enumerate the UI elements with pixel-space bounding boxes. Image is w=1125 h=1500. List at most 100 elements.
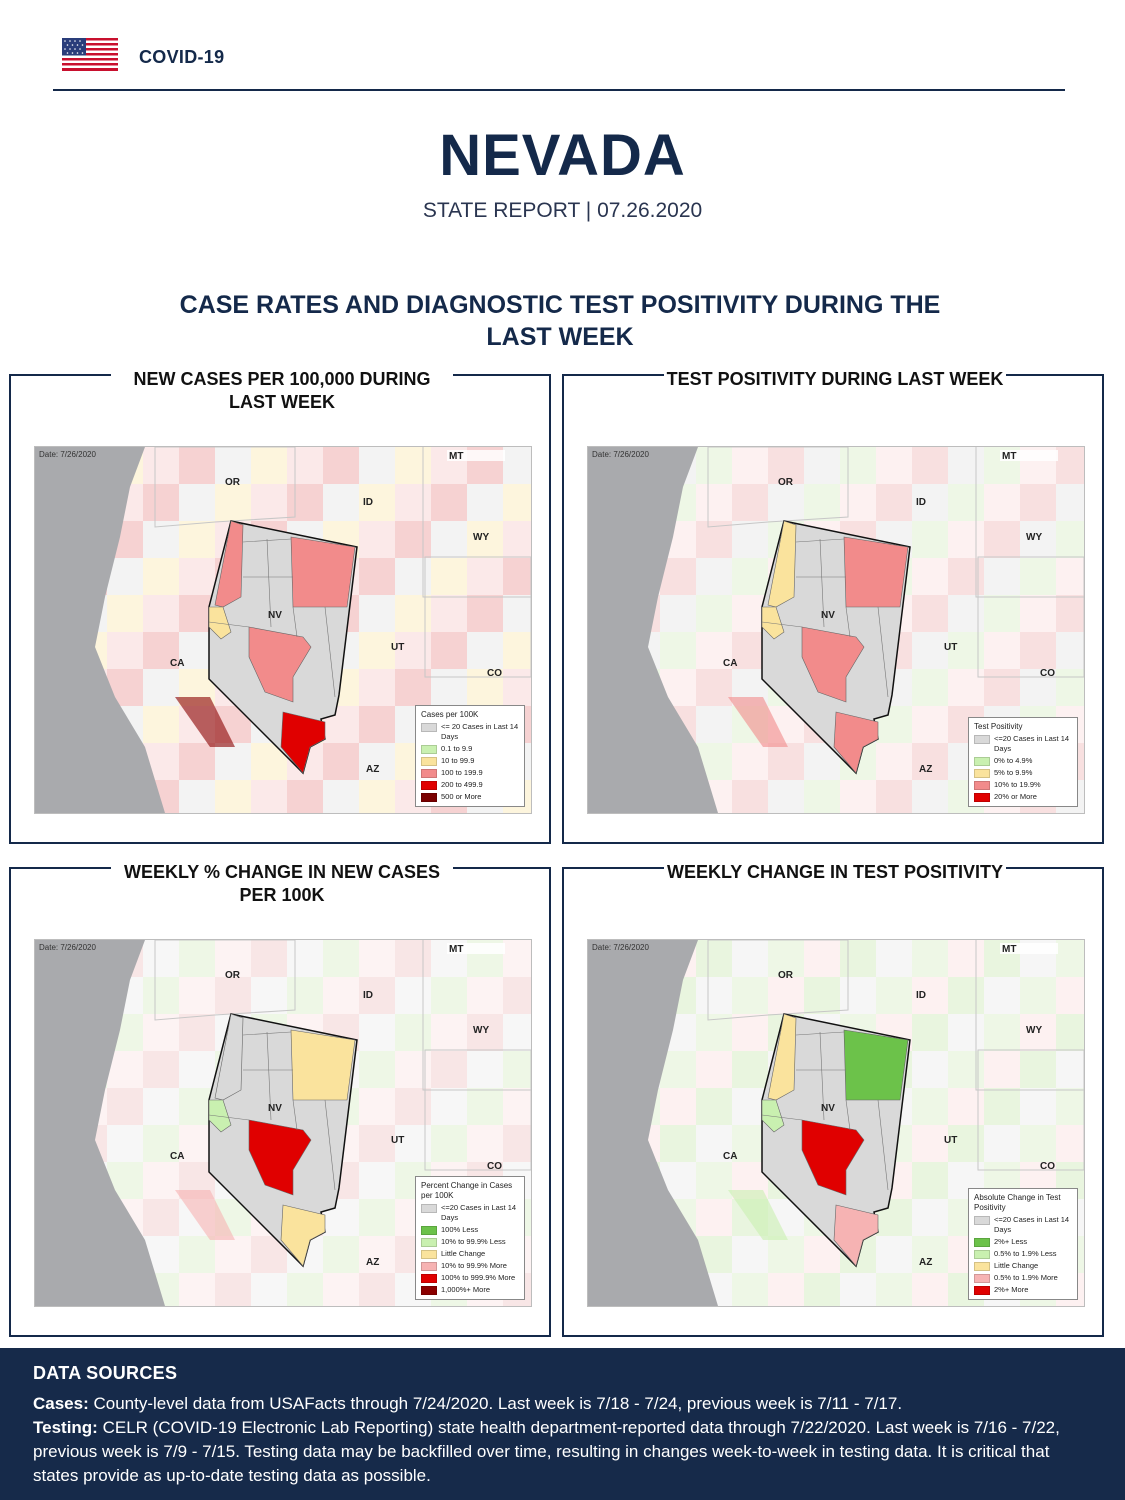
county-tile <box>251 780 287 813</box>
county-tile <box>876 977 912 1014</box>
legend-label: Little Change <box>994 1261 1039 1270</box>
county-tile <box>876 447 912 484</box>
county-tile <box>840 780 876 813</box>
legend-item: 1,000%+ More <box>421 1285 519 1295</box>
legend-label: 200 to 499.9 <box>441 780 483 789</box>
legend-label: <=20 Cases in Last 14 Days <box>994 734 1070 753</box>
state-border <box>977 556 1084 678</box>
county-tile <box>359 1199 395 1236</box>
nevada-clark-county <box>833 1204 879 1267</box>
state-border <box>977 1049 1084 1171</box>
legend-item: 100% Less <box>421 1225 519 1235</box>
testing-source-text: CELR (COVID-19 Electronic Lab Reporting)… <box>33 1418 1060 1485</box>
county-tile <box>503 632 531 669</box>
county-tile <box>359 1162 395 1199</box>
legend-item: Little Change <box>974 1261 1072 1271</box>
state-title: NEVADA <box>439 123 686 188</box>
map-date: Date: 7/26/2020 <box>592 943 649 952</box>
county-tile <box>1020 977 1056 1014</box>
county-tile <box>179 558 215 595</box>
county-tile <box>876 1236 912 1273</box>
legend-item: 500 or More <box>421 792 519 802</box>
county-tile <box>359 521 395 558</box>
county-tile <box>1020 1014 1056 1051</box>
county-tile <box>431 558 467 595</box>
map-credits <box>447 450 505 461</box>
county-tile <box>467 595 503 632</box>
label-nv: NV <box>821 1103 835 1114</box>
county-tile <box>215 977 251 1014</box>
county-tile <box>732 521 768 558</box>
county-tile <box>984 484 1020 521</box>
county-tile <box>912 521 948 558</box>
county-tile <box>1056 447 1084 484</box>
county-tile <box>179 1014 215 1051</box>
label-mt: MT <box>449 451 463 462</box>
legend-item: 100% to 999.9% More <box>421 1273 519 1283</box>
map-date: Date: 7/26/2020 <box>592 450 649 459</box>
legend-swatch <box>421 1238 437 1247</box>
nevada-clark-county <box>280 711 326 774</box>
map-date: Date: 7/26/2020 <box>39 450 96 459</box>
label-wy: WY <box>473 532 489 543</box>
county-tile <box>1056 1051 1084 1088</box>
label-co: CO <box>1040 1161 1055 1172</box>
label-ut: UT <box>944 642 957 653</box>
county-tile <box>768 743 804 780</box>
legend-swatch <box>974 793 990 802</box>
nevada-clark-county <box>833 711 879 774</box>
legend-label: 0.5% to 1.9% More <box>994 1273 1058 1282</box>
county-tile <box>143 484 179 521</box>
legend-swatch <box>421 757 437 766</box>
nevada-nye-county <box>801 626 865 703</box>
county-tile <box>215 1273 251 1306</box>
county-tile <box>768 780 804 813</box>
legend-item: 0% to 4.9% <box>974 756 1072 766</box>
county-tile <box>467 632 503 669</box>
county-tile <box>395 484 431 521</box>
county-tile <box>768 1273 804 1306</box>
label-az: AZ <box>366 764 379 775</box>
county-tile <box>503 940 531 977</box>
county-tile <box>1020 558 1056 595</box>
county-tile <box>431 1088 467 1125</box>
legend-swatch <box>974 1262 990 1271</box>
legend-swatch <box>974 1274 990 1283</box>
county-tile <box>143 669 179 706</box>
county-tile <box>467 977 503 1014</box>
county-tile <box>359 595 395 632</box>
legend-label: 10% to 99.9% More <box>441 1261 507 1270</box>
county-tile <box>359 743 395 780</box>
county-tile <box>1056 558 1084 595</box>
legend-label: 5% to 9.9% <box>994 768 1033 777</box>
county-tile <box>948 595 984 632</box>
county-tile <box>984 558 1020 595</box>
county-tile <box>804 447 840 484</box>
nevada-west-county <box>767 520 797 608</box>
county-tile <box>179 940 215 977</box>
county-tile <box>395 447 431 484</box>
county-tile <box>984 669 1020 706</box>
label-nv: NV <box>821 610 835 621</box>
label-ca: CA <box>723 658 737 669</box>
county-tile <box>732 780 768 813</box>
state-border <box>707 447 849 528</box>
county-tile <box>984 1051 1020 1088</box>
county-tile <box>696 521 732 558</box>
county-tile <box>876 743 912 780</box>
county-tile <box>912 484 948 521</box>
legend-swatch <box>974 757 990 766</box>
county-tile <box>467 558 503 595</box>
county-tile <box>467 1051 503 1088</box>
county-tile <box>912 1051 948 1088</box>
data-sources-footer: DATA SOURCES Cases: County-level data fr… <box>0 1348 1125 1500</box>
county-tile <box>143 632 179 669</box>
map-credits <box>447 943 505 954</box>
label-wy: WY <box>1026 1025 1042 1036</box>
county-tile <box>984 1088 1020 1125</box>
county-tile <box>1056 977 1084 1014</box>
label-nv: NV <box>268 610 282 621</box>
county-tile <box>840 447 876 484</box>
county-tile <box>503 977 531 1014</box>
state-border <box>707 940 849 1021</box>
